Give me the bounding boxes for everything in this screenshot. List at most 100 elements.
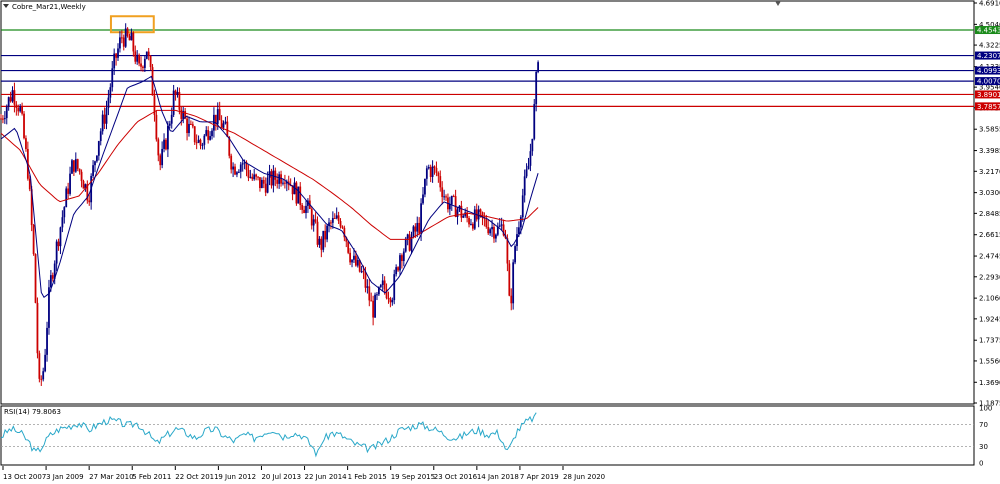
candle-body	[343, 227, 346, 238]
rsi-tick-label: 70	[979, 421, 988, 429]
candle-body	[94, 161, 96, 166]
candle-body	[119, 37, 121, 49]
candle-body	[107, 97, 110, 109]
time-tick-label: 1 Feb 2015	[348, 473, 387, 481]
candle-body	[30, 189, 33, 226]
candle-body	[448, 204, 451, 210]
candle-body	[3, 118, 6, 120]
candle-body	[414, 226, 417, 232]
candle-body	[272, 170, 275, 186]
chevron-down-icon[interactable]	[3, 4, 9, 8]
time-tick-label: 19 Sep 2015	[391, 473, 435, 481]
candle-body	[168, 123, 171, 126]
candle-body	[86, 184, 89, 201]
candle-body	[25, 138, 27, 150]
candle-body	[427, 167, 430, 169]
candle-body	[40, 378, 43, 380]
candle-body	[159, 155, 162, 166]
candle-body	[7, 97, 10, 107]
candle-body	[370, 300, 373, 302]
candle-body	[174, 90, 177, 95]
candle-body	[479, 209, 482, 212]
candle-body	[295, 182, 298, 204]
candle-body	[48, 287, 50, 328]
candle-body	[374, 294, 376, 318]
candle-body	[320, 238, 323, 250]
candle-body	[61, 217, 64, 228]
level-tag-label: 3.8901	[977, 91, 1000, 99]
candle-body	[477, 209, 480, 220]
candle-body	[328, 222, 330, 226]
candle-body	[437, 172, 440, 177]
candle-body	[230, 155, 233, 170]
level-tag-3	[975, 77, 1000, 86]
candle-body	[96, 155, 98, 162]
candle-body	[211, 130, 213, 137]
price-tick-label: 2.2930	[979, 273, 1000, 281]
candle-body	[120, 37, 123, 39]
candle-body	[435, 167, 438, 173]
time-tick-label: 27 Mar 2010	[89, 473, 133, 481]
time-tick-label: 13 Oct 2007	[3, 473, 46, 481]
candle-body	[278, 174, 281, 184]
candle-body	[316, 221, 319, 245]
candle-body	[76, 159, 79, 169]
rsi-pane-frame	[0, 405, 975, 466]
candle-body	[377, 287, 380, 295]
candle-body	[500, 224, 503, 226]
price-tick-label: 3.2170	[979, 168, 1000, 176]
price-tick-label: 2.6615	[979, 231, 1000, 239]
candle-body	[0, 118, 2, 120]
candle-body	[493, 227, 495, 239]
candle-body	[506, 238, 509, 264]
candle-body	[103, 114, 106, 124]
price-tick-label: 2.4745	[979, 253, 1000, 261]
candle-body	[381, 280, 384, 286]
candle-body	[218, 109, 221, 121]
candle-body	[78, 168, 81, 172]
time-tick-label: 5 Feb 2011	[132, 473, 171, 481]
candle-body	[339, 220, 342, 227]
candle-body	[38, 353, 41, 379]
candle-body	[138, 54, 141, 64]
candle-body	[531, 138, 534, 152]
candle-body	[122, 37, 125, 47]
candle-body	[249, 176, 252, 178]
rsi-pane[interactable]: RSI(14) 79.8063 100 70 30 0	[0, 405, 992, 468]
candle-body	[289, 185, 292, 187]
candle-body	[450, 195, 453, 205]
candle-body	[239, 164, 242, 172]
candle-body	[214, 114, 217, 124]
candle-body	[514, 246, 516, 263]
candle-body	[136, 54, 139, 62]
main-price-pane[interactable]: Cobre_Mar21,Weekly	[0, 0, 975, 405]
candle-body	[276, 179, 279, 184]
candle-body	[452, 195, 455, 197]
candle-body	[44, 354, 47, 372]
candle-body	[487, 226, 490, 234]
candle-body	[305, 205, 307, 213]
level-tag-label: 3.7857	[977, 103, 1000, 111]
candle-body	[84, 184, 87, 189]
chart-title: Cobre_Mar21,Weekly	[12, 3, 86, 11]
candle-body	[32, 225, 35, 255]
candle-body	[124, 28, 127, 47]
candle-body	[518, 227, 520, 235]
moving-averages	[0, 75, 539, 299]
level-tag-1	[975, 51, 1000, 60]
candle-body	[157, 139, 160, 156]
candle-body	[57, 241, 60, 247]
price-tick-label: 1.1875	[979, 400, 1000, 408]
candle-body	[424, 178, 426, 195]
candle-body	[468, 218, 470, 225]
candle-body	[439, 176, 442, 188]
candle-body	[353, 255, 355, 260]
highlight-box	[109, 15, 155, 34]
candle-body	[422, 194, 424, 204]
candle-body	[527, 165, 530, 170]
candle-body	[128, 36, 131, 41]
time-tick-label: 7 Apr 2019	[520, 473, 559, 481]
candle-body	[255, 174, 258, 177]
candle-body	[207, 130, 210, 140]
